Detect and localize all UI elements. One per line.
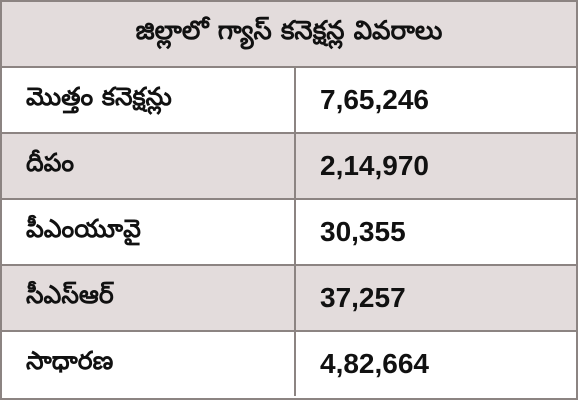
row-value-total-connections: 7,65,246 bbox=[320, 84, 429, 115]
table-row: పీఎంయూవై 30,355 bbox=[2, 200, 576, 266]
row-label-pmuy: పీఎంయూవై bbox=[2, 200, 296, 264]
table-row: సీఎస్‌ఆర్‌ 37,257 bbox=[2, 266, 576, 332]
row-value-csr: 37,257 bbox=[320, 282, 406, 313]
row-value-deepam: 2,14,970 bbox=[320, 150, 429, 181]
row-value-general: 4,82,664 bbox=[320, 348, 429, 379]
row-label-deepam: దీపం bbox=[2, 134, 296, 198]
row-label-csr: సీఎస్‌ఆర్‌ bbox=[2, 266, 296, 330]
table-row: సాధారణ 4,82,664 bbox=[2, 332, 576, 396]
row-label-total-connections: మొత్తం కనెక్షన్లు bbox=[2, 68, 296, 132]
row-value-pmuy: 30,355 bbox=[320, 216, 406, 247]
table-row: మొత్తం కనెక్షన్లు 7,65,246 bbox=[2, 68, 576, 134]
table-title: జిల్లాలో గ్యాస్‌ కనెక్షన్ల వివరాలు bbox=[2, 2, 576, 68]
row-label-general: సాధారణ bbox=[2, 332, 296, 396]
table-row: దీపం 2,14,970 bbox=[2, 134, 576, 200]
